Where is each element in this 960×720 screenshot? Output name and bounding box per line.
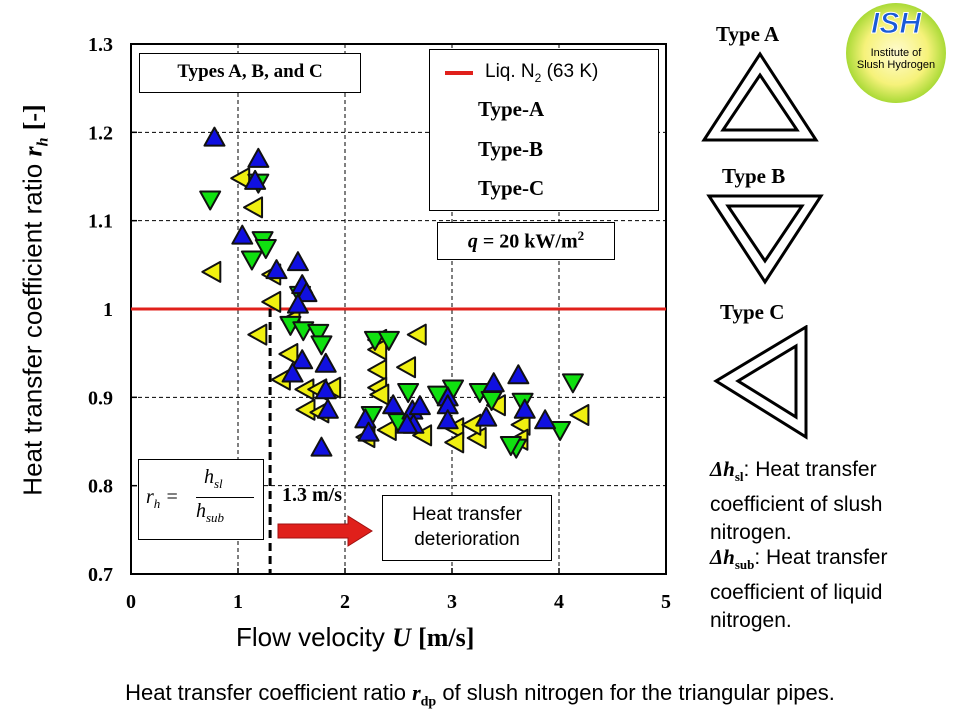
data-point-type-a bbox=[244, 169, 267, 190]
data-point-type-a bbox=[203, 126, 226, 147]
data-point-type-b bbox=[240, 250, 263, 271]
data-point-type-a bbox=[513, 398, 536, 419]
data-point-type-a bbox=[314, 352, 337, 373]
data-point-type-a bbox=[408, 395, 431, 416]
x-tick-label: 2 bbox=[340, 591, 350, 613]
data-point-type-c bbox=[444, 431, 465, 454]
deterioration-box bbox=[382, 495, 552, 561]
legend-type-a: Type-A bbox=[478, 97, 545, 121]
data-point-type-a bbox=[534, 409, 557, 430]
data-point-type-c bbox=[247, 323, 268, 346]
y-tick-label: 0.9 bbox=[88, 387, 113, 409]
data-point-type-b bbox=[499, 436, 522, 457]
data-point-type-a bbox=[281, 362, 304, 383]
x-tick-label: 3 bbox=[447, 591, 457, 613]
data-point-type-a bbox=[482, 372, 505, 393]
note-sl: Δhsl: Heat transfer coefficient of slush… bbox=[710, 457, 883, 545]
data-point-type-c bbox=[201, 260, 222, 283]
formula-box bbox=[138, 459, 264, 540]
threshold-label: 1.3 m/s bbox=[282, 484, 342, 506]
legend-type-b: Type-B bbox=[478, 137, 543, 161]
data-point-type-a bbox=[286, 293, 309, 314]
data-point-type-c bbox=[396, 356, 417, 379]
y-tick-label: 1.3 bbox=[88, 34, 113, 56]
data-point-type-c bbox=[376, 419, 397, 442]
ish-logo: ISH Institute of Slush Hydrogen bbox=[846, 3, 946, 103]
type-c-label: Type C bbox=[720, 300, 785, 324]
note-sub: Δhsub: Heat transfer coefficient of liqu… bbox=[710, 545, 888, 633]
data-point-type-c bbox=[406, 323, 427, 346]
data-point-type-a bbox=[396, 413, 419, 434]
data-point-type-a bbox=[507, 364, 530, 385]
types-box bbox=[139, 53, 361, 93]
data-point-type-a bbox=[436, 409, 459, 430]
y-tick-label: 1.2 bbox=[88, 122, 113, 144]
data-point-type-c bbox=[569, 404, 590, 426]
legend bbox=[429, 49, 659, 211]
data-point-type-b bbox=[307, 323, 330, 344]
data-point-type-a bbox=[291, 349, 314, 370]
data-point-type-b bbox=[310, 335, 333, 356]
data-point-type-a bbox=[357, 421, 380, 442]
types-label: Types A, B, and C bbox=[177, 61, 323, 82]
x-axis-label: Flow velocity U [m/s] bbox=[236, 622, 475, 652]
legend-ref-line bbox=[445, 71, 473, 75]
x-tick-label: 5 bbox=[661, 591, 671, 613]
legend-ref-label: Liq. N2 (63 K) bbox=[485, 61, 599, 85]
data-point-type-b bbox=[199, 190, 222, 211]
type-b-triangle-icon bbox=[706, 194, 824, 285]
deterioration-label: Heat transfer deterioration bbox=[412, 504, 522, 550]
data-point-type-c bbox=[510, 413, 531, 436]
data-point-type-a bbox=[310, 436, 333, 457]
data-point-type-a bbox=[295, 282, 318, 303]
data-point-type-a bbox=[247, 147, 270, 168]
heat-flux-label: q = 20 kW/m2 bbox=[467, 228, 585, 253]
type-a-triangle-icon bbox=[701, 51, 819, 142]
arrow-right-icon bbox=[277, 515, 373, 547]
y-axis-label: Heat transfer coefficient ratio rh [-] bbox=[17, 104, 52, 496]
data-point-type-a bbox=[382, 394, 405, 415]
y-tick-label: 1.1 bbox=[88, 211, 113, 233]
heat-flux-box bbox=[437, 222, 615, 260]
data-point-type-b bbox=[254, 239, 277, 260]
legend-type-c: Type-C bbox=[478, 176, 545, 200]
x-tick-label: 1 bbox=[233, 591, 243, 613]
data-point-type-b bbox=[363, 330, 386, 351]
data-point-type-c bbox=[367, 358, 388, 381]
data-point-type-a bbox=[286, 251, 309, 272]
y-tick-label: 0.7 bbox=[88, 564, 113, 586]
type-c-triangle-icon bbox=[713, 325, 808, 440]
x-tick-label: 4 bbox=[554, 591, 564, 613]
data-point-type-b bbox=[397, 383, 420, 404]
data-point-type-a bbox=[265, 259, 288, 280]
type-b-label: Type B bbox=[722, 164, 786, 188]
data-point-type-b bbox=[561, 373, 584, 394]
data-point-type-a bbox=[231, 224, 254, 245]
data-point-type-a bbox=[316, 398, 339, 419]
y-tick-label: 0.8 bbox=[88, 476, 113, 498]
x-tick-label: 0 bbox=[126, 591, 136, 613]
y-tick-label: 1 bbox=[103, 299, 113, 321]
data-point-type-c bbox=[278, 343, 299, 366]
data-point-type-a bbox=[314, 379, 337, 400]
data-point-type-c bbox=[369, 383, 390, 406]
data-point-type-b bbox=[377, 330, 400, 351]
data-point-type-c bbox=[243, 196, 264, 219]
type-a-label: Type A bbox=[716, 22, 780, 46]
data-point-type-c bbox=[295, 398, 316, 421]
caption: Heat transfer coefficient ratio rdp of s… bbox=[125, 680, 835, 710]
data-point-type-c bbox=[261, 290, 282, 313]
data-point-type-a bbox=[475, 406, 498, 427]
